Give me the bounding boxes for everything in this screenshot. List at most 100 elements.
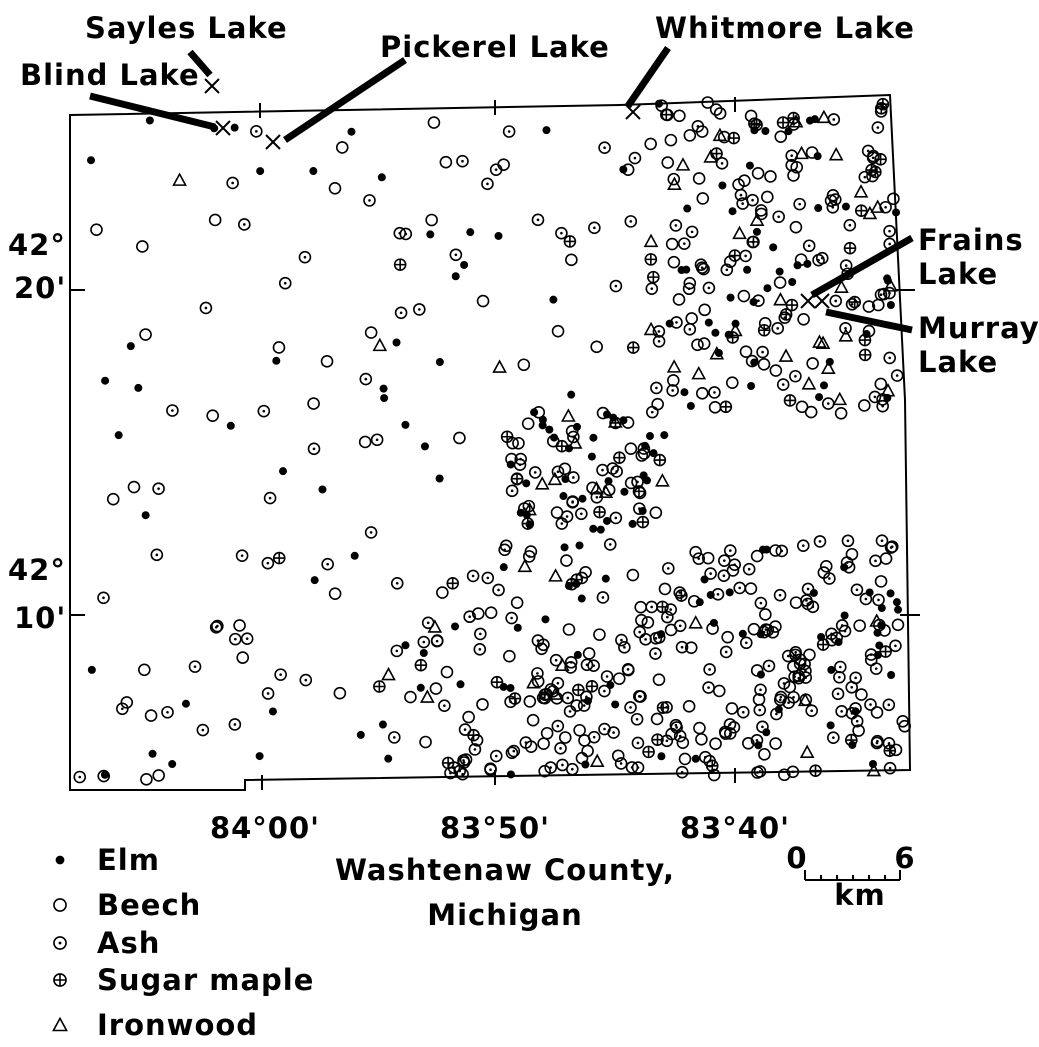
ash-dot (855, 719, 859, 723)
ash-dot (565, 515, 569, 518)
ash-dot (636, 741, 640, 745)
longitude-label: 83°50' (440, 811, 550, 845)
ironwood-symbol (883, 278, 898, 292)
beech-symbol (526, 713, 540, 727)
ash-symbol (596, 463, 609, 477)
elm-symbol (578, 494, 587, 503)
ash-symbol (456, 767, 469, 781)
ironwood-symbol (547, 471, 563, 486)
beech-symbol (684, 641, 698, 654)
beech-symbol (806, 357, 819, 370)
beech-symbol (596, 406, 610, 420)
ash-symbol (528, 466, 542, 479)
ash-dot (243, 223, 246, 226)
lake-marker (800, 293, 816, 309)
ash-symbol (652, 335, 666, 348)
ash-symbol (299, 673, 313, 687)
beech-symbol (701, 96, 714, 109)
beech-symbol (717, 130, 731, 144)
ash-dot (571, 767, 574, 771)
beech-symbol (737, 289, 751, 303)
ash-dot (887, 742, 891, 745)
ash-symbol (544, 761, 557, 774)
ash-symbol (882, 737, 896, 750)
ash-dot (395, 581, 399, 585)
ash-symbol (756, 345, 769, 359)
ash-symbol (615, 633, 628, 647)
ash-dot (874, 667, 878, 670)
ash-symbol (505, 484, 519, 498)
ash-symbol (609, 279, 623, 293)
ash-symbol (196, 723, 210, 737)
latitude-degrees: 42° (8, 553, 66, 587)
elm-symbol (350, 551, 359, 560)
lake-label: Sayles Lake (85, 11, 288, 45)
elm-symbol (560, 543, 569, 552)
ash-dot (724, 650, 728, 654)
maple-cross (855, 205, 867, 217)
ironwood-symbol (517, 558, 533, 573)
ash-symbol (624, 701, 637, 714)
elm-symbol (379, 384, 388, 393)
elm-symbol (883, 274, 892, 283)
ash-dot (303, 255, 307, 259)
ash-dot (880, 539, 884, 542)
elm-symbol (148, 749, 157, 758)
beech-symbol (484, 762, 497, 775)
ironwood-symbol (548, 568, 563, 582)
ash-dot (781, 383, 785, 386)
beech-symbol (864, 653, 878, 667)
ironwood-symbol (688, 615, 704, 629)
beech-symbol (817, 566, 831, 579)
beech-symbol (453, 431, 466, 445)
ash-symbol (600, 670, 614, 683)
ash-dot (592, 735, 596, 739)
ash-dot (888, 242, 891, 246)
elm-symbol (134, 383, 143, 392)
ironwood-symbol (853, 184, 869, 198)
beech-symbol (624, 442, 638, 456)
ash-dot (762, 630, 766, 634)
maple-cross (637, 516, 649, 528)
maple-cross (468, 729, 480, 741)
ironwood-symbol (675, 157, 691, 171)
beech-symbol (650, 712, 664, 726)
ash-symbol (519, 736, 533, 749)
beech-symbol (523, 695, 537, 708)
ash-dot (879, 293, 883, 297)
ash-symbol (835, 619, 849, 632)
ash-dot (840, 624, 844, 627)
ash-dot (592, 664, 595, 667)
ash-dot (240, 554, 244, 557)
elm-symbol (419, 648, 428, 657)
lake-label: Whitmore Lake (655, 11, 915, 45)
ironwood-symbol (794, 145, 809, 160)
ash-symbol (551, 465, 565, 479)
lake-label: Blind Lake (20, 58, 200, 92)
elm-symbol (704, 318, 713, 327)
elm-symbol (641, 441, 650, 450)
ash-dot (791, 770, 795, 774)
beech-symbol (853, 619, 866, 632)
elm-symbol (728, 207, 737, 216)
ash-dot (614, 284, 618, 288)
beech-symbol (621, 163, 635, 177)
beech-symbol (532, 406, 546, 419)
ash-dot (435, 639, 439, 643)
ash-symbol (399, 227, 413, 241)
ash-dot (759, 601, 763, 605)
ash-dot (471, 574, 475, 578)
elm-symbol (401, 641, 410, 650)
elm-symbol (775, 267, 784, 276)
ash-dot (688, 328, 692, 331)
beech-symbol (573, 723, 586, 737)
ash-dot (744, 641, 748, 645)
ash-dot (775, 712, 778, 716)
ash-dot (536, 639, 540, 642)
ash-symbol (669, 219, 683, 232)
beech-symbol (652, 673, 666, 686)
elm-symbol (466, 228, 475, 237)
ash-dot (850, 712, 854, 715)
elm-symbol (378, 720, 387, 729)
ash-dot (739, 193, 743, 197)
